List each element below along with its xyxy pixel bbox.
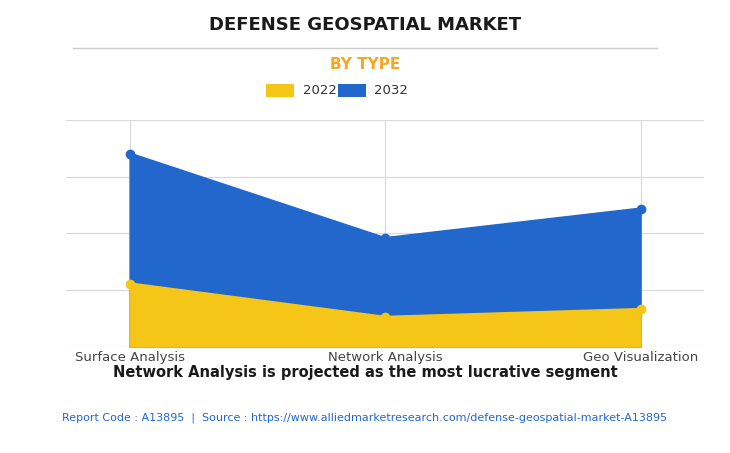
Text: Network Analysis is projected as the most lucrative segment: Network Analysis is projected as the mos… [112, 365, 618, 380]
Text: 2032: 2032 [374, 84, 408, 97]
Text: 2022: 2022 [303, 84, 337, 97]
Text: BY TYPE: BY TYPE [330, 57, 400, 72]
Text: Report Code : A13895  |  Source : https://www.alliedmarketresearch.com/defense-g: Report Code : A13895 | Source : https://… [63, 412, 667, 423]
Text: DEFENSE GEOSPATIAL MARKET: DEFENSE GEOSPATIAL MARKET [209, 16, 521, 34]
